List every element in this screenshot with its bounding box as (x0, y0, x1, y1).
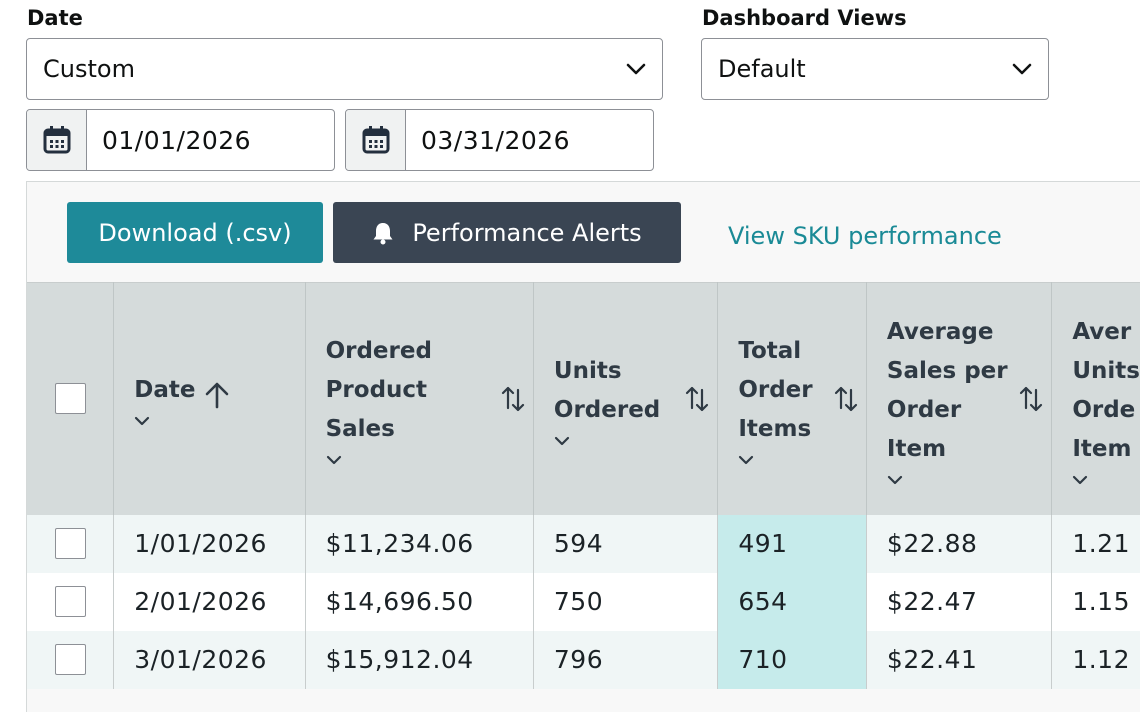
column-title: Order (886, 396, 962, 423)
cell-average-units-per-order-item: 1.21 (1051, 514, 1140, 573)
dashboard-views-label: Dashboard Views (702, 6, 907, 30)
cell-ordered-product-sales: $14,696.50 (305, 572, 534, 631)
cell-total-order-items: 710 (717, 630, 867, 689)
end-date-value[interactable]: 03/31/2026 (421, 125, 571, 155)
calendar-icon[interactable] (27, 110, 87, 170)
chevron-down-icon (626, 63, 646, 75)
row-checkbox[interactable] (55, 586, 86, 617)
select-all-checkbox[interactable] (55, 383, 86, 415)
column-title: Product (325, 377, 428, 404)
select-all-cell (27, 282, 115, 515)
view-sku-performance-link[interactable]: View SKU performance (728, 222, 1002, 250)
column-header-average-sales-per-order-item[interactable]: Average Sales per Order Item (866, 282, 1053, 515)
column-title: Units (1072, 357, 1140, 384)
column-title: Date (134, 377, 196, 404)
chevron-down-icon[interactable] (326, 455, 342, 465)
dashboard-views-value: Default (718, 55, 806, 83)
column-title: Items (738, 416, 812, 443)
download-csv-button[interactable]: Download (.csv) (67, 202, 323, 263)
row-select-cell (27, 572, 115, 631)
table-row[interactable]: 1/01/2026 $11,234.06 594 491 $22.88 1.21 (27, 514, 1140, 573)
cell-total-order-items: 654 (717, 572, 867, 631)
end-date-field[interactable]: 03/31/2026 (345, 109, 654, 171)
cell-date: 2/01/2026 (113, 572, 306, 631)
sort-icon[interactable] (1019, 384, 1043, 414)
row-select-cell (27, 630, 115, 689)
column-title: Ordered (553, 396, 661, 423)
column-title: Item (1072, 435, 1132, 462)
date-range-select[interactable]: Custom (26, 38, 663, 100)
performance-alerts-button[interactable]: Performance Alerts (333, 202, 681, 263)
column-header-date[interactable]: Date (113, 282, 306, 515)
column-header-average-units-per-order-item[interactable]: Aver Units Orde Item (1051, 282, 1140, 515)
column-title: Units (553, 357, 622, 384)
chevron-down-icon (1012, 63, 1032, 75)
chevron-down-icon[interactable] (887, 475, 903, 485)
column-title: Aver (1072, 318, 1132, 345)
cell-units-ordered: 750 (533, 572, 719, 631)
calendar-icon[interactable] (346, 110, 406, 170)
sort-ascending-icon[interactable] (204, 381, 230, 409)
cell-average-sales-per-order-item: $22.47 (866, 572, 1053, 631)
sales-table: Date Ordered Product Sales Units Ordered (27, 282, 1140, 689)
date-label: Date (27, 6, 83, 30)
row-checkbox[interactable] (55, 528, 86, 559)
cell-date: 1/01/2026 (113, 514, 306, 573)
column-title: Average (886, 318, 994, 345)
column-title: Item (886, 435, 947, 462)
cell-date: 3/01/2026 (113, 630, 306, 689)
cell-units-ordered: 594 (533, 514, 719, 573)
row-select-cell (27, 514, 115, 573)
cell-average-units-per-order-item: 1.12 (1051, 630, 1140, 689)
table-row[interactable]: 2/01/2026 $14,696.50 750 654 $22.47 1.15 (27, 572, 1140, 631)
column-title: Ordered (325, 338, 432, 365)
column-title: Total (738, 338, 802, 365)
chevron-down-icon[interactable] (134, 416, 150, 426)
date-range-value: Custom (43, 55, 135, 83)
cell-average-units-per-order-item: 1.15 (1051, 572, 1140, 631)
column-title: Sales per (886, 357, 1008, 384)
start-date-value[interactable]: 01/01/2026 (102, 125, 252, 155)
performance-alerts-label: Performance Alerts (412, 218, 642, 247)
column-header-ordered-product-sales[interactable]: Ordered Product Sales (305, 282, 534, 515)
column-header-total-order-items[interactable]: Total Order Items (717, 282, 867, 515)
table-row[interactable]: 3/01/2026 $15,912.04 796 710 $22.41 1.12 (27, 630, 1140, 689)
sort-icon[interactable] (501, 384, 525, 414)
cell-average-sales-per-order-item: $22.88 (866, 514, 1053, 573)
chevron-down-icon[interactable] (738, 455, 754, 465)
bell-icon (373, 222, 393, 244)
cell-units-ordered: 796 (533, 630, 719, 689)
report-panel: Download (.csv) Performance Alerts View … (26, 181, 1140, 712)
column-title: Orde (1072, 396, 1136, 423)
column-title: Order (738, 377, 813, 404)
dashboard-views-select[interactable]: Default (701, 38, 1049, 100)
cell-average-sales-per-order-item: $22.41 (866, 630, 1053, 689)
column-header-units-ordered[interactable]: Units Ordered (533, 282, 719, 515)
cell-ordered-product-sales: $15,912.04 (305, 630, 534, 689)
cell-ordered-product-sales: $11,234.06 (305, 514, 534, 573)
sort-icon[interactable] (834, 384, 858, 414)
chevron-down-icon[interactable] (1072, 475, 1088, 485)
sort-icon[interactable] (685, 384, 709, 414)
row-checkbox[interactable] (55, 644, 86, 675)
table-header-row: Date Ordered Product Sales Units Ordered (27, 282, 1140, 515)
chevron-down-icon[interactable] (554, 436, 570, 446)
cell-total-order-items: 491 (717, 514, 867, 573)
start-date-field[interactable]: 01/01/2026 (26, 109, 335, 171)
column-title: Sales (325, 416, 395, 443)
